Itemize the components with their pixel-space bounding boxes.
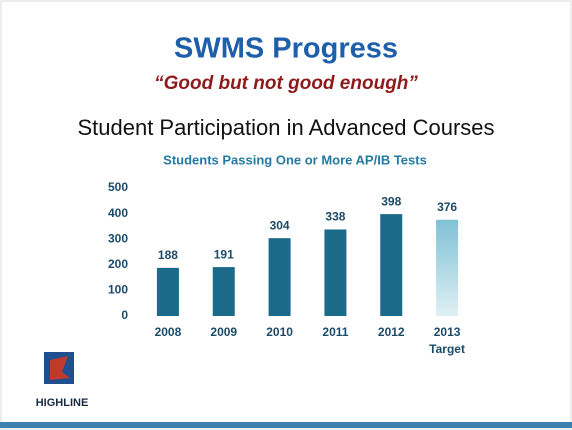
bar [156,267,179,316]
data-label: 398 [381,194,401,208]
x-tick-label: 2013 [434,325,461,339]
data-label: 376 [437,200,457,214]
y-tick-label: 100 [108,283,128,297]
x-tick-label: 2009 [210,325,237,339]
slide-title: SWMS Progress [174,33,398,65]
y-tick-label: 0 [121,308,128,322]
x-tick-label: 2008 [155,325,182,339]
data-label: 191 [214,247,234,261]
x-tick-label: 2010 [266,325,293,339]
slide-subtitle: “Good but not good enough” [154,73,418,94]
bar [212,267,235,316]
logo: HIGHLINE [36,352,89,409]
x-tick-label: 2011 [322,325,348,339]
bar [268,238,291,316]
y-tick-label: 300 [108,231,128,245]
bar [380,214,403,316]
data-label: 304 [270,218,290,232]
chart-title: Students Passing One or More AP/IB Tests [163,152,427,167]
logo-accent [50,356,70,380]
data-label: 188 [158,248,178,262]
bottom-bar [0,422,572,428]
bar [436,219,459,316]
annotation: Target [429,342,465,356]
y-tick-label: 400 [108,206,128,220]
slide-heading: Student Participation in Advanced Course… [77,115,494,140]
bar [324,229,347,316]
y-tick-label: 500 [108,180,128,194]
y-tick-label: 200 [108,257,128,271]
logo-text: HIGHLINE [36,397,89,409]
x-tick-label: 2012 [378,325,405,339]
data-label: 338 [325,210,345,224]
